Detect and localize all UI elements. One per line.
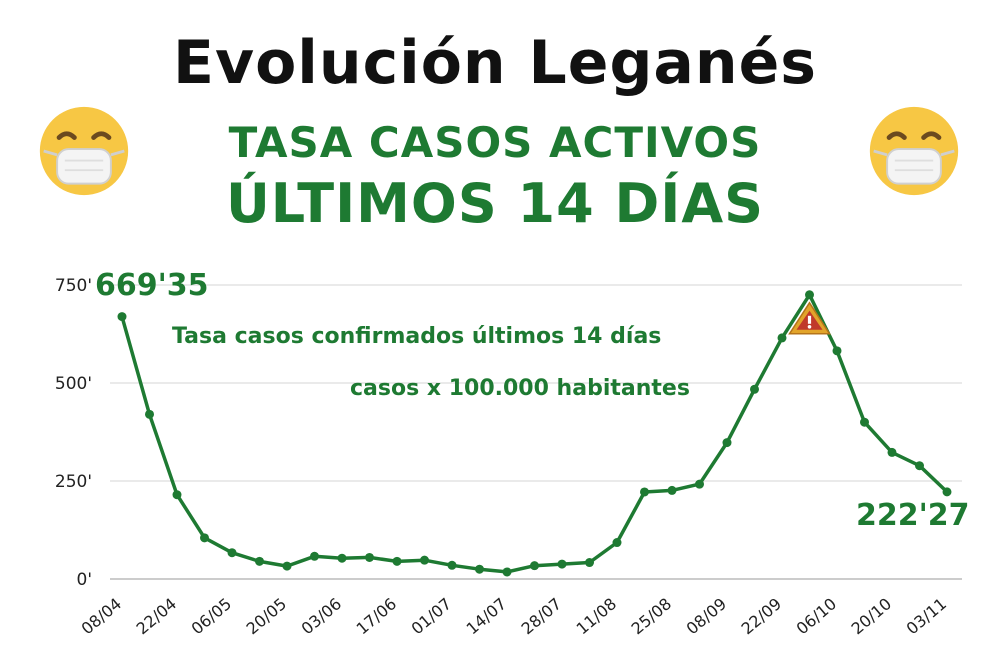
data-point: [365, 552, 374, 562]
x-tick-label: 28/07: [518, 594, 566, 638]
y-tick-label: 500': [55, 374, 92, 394]
data-point: [805, 290, 814, 300]
warning-triangle-icon: [788, 301, 831, 335]
data-point: [557, 559, 567, 569]
y-tick-label: 750': [55, 276, 92, 296]
x-tick-label: 20/10: [848, 594, 896, 638]
x-tick-label: 22/04: [133, 594, 181, 638]
x-tick-label: 25/08: [628, 594, 676, 638]
x-tick-label: 08/09: [683, 594, 731, 638]
y-tick-label: 0': [77, 570, 93, 590]
chart-title: Evolución Leganés: [172, 28, 818, 98]
x-tick-label: 22/09: [738, 594, 786, 638]
chart-subtitle-line2: ÚLTIMOS 14 DÍAS: [225, 172, 765, 235]
data-point: [942, 487, 952, 497]
x-tick-label: 14/07: [463, 594, 511, 638]
series-label-line1: Tasa casos confirmados últimos 14 días: [172, 324, 662, 349]
face-with-medical-mask-icon: [39, 106, 129, 196]
x-tick-label: 08/04: [78, 594, 126, 638]
data-point: [695, 479, 704, 489]
x-tick-label: 01/07: [408, 594, 456, 638]
x-tick-label: 11/08: [573, 594, 621, 638]
data-point: [832, 346, 842, 356]
chart-subtitle-line1: TASA CASOS ACTIVOS: [228, 118, 762, 167]
data-point: [200, 533, 209, 543]
data-point: [227, 548, 237, 558]
data-point: [667, 485, 677, 495]
x-tick-label: 03/06: [298, 594, 346, 638]
y-tick-label: 250': [55, 472, 92, 492]
data-point: [420, 555, 429, 565]
data-point: [585, 558, 594, 568]
data-point: [392, 556, 402, 566]
face-with-medical-mask-icon: [869, 106, 959, 196]
data-point: [117, 312, 127, 322]
data-point: [447, 560, 457, 570]
end-value-annotation: 222'27: [856, 498, 970, 533]
data-point: [612, 538, 622, 548]
x-tick-label: 03/11: [903, 594, 951, 638]
data-point: [337, 553, 347, 563]
data-point: [860, 417, 869, 427]
data-point: [640, 487, 649, 497]
data-point: [475, 564, 484, 574]
data-point: [915, 461, 924, 471]
data-point: [722, 438, 732, 448]
x-tick-label: 06/05: [188, 594, 236, 638]
data-point: [172, 490, 182, 500]
series-label-line2: casos x 100.000 habitantes: [350, 376, 690, 401]
data-point: [887, 447, 897, 457]
data-point: [145, 409, 154, 419]
x-tick-label: 20/05: [243, 594, 291, 638]
data-point: [777, 333, 787, 343]
x-tick-label: 06/10: [793, 594, 841, 638]
data-point: [530, 561, 539, 571]
x-tick-label: 17/06: [353, 594, 401, 638]
start-value-annotation: 669'35: [95, 268, 209, 303]
data-point: [255, 556, 264, 566]
data-point: [282, 561, 292, 571]
data-point: [502, 567, 512, 577]
data-point: [750, 384, 759, 394]
data-point: [310, 551, 319, 561]
